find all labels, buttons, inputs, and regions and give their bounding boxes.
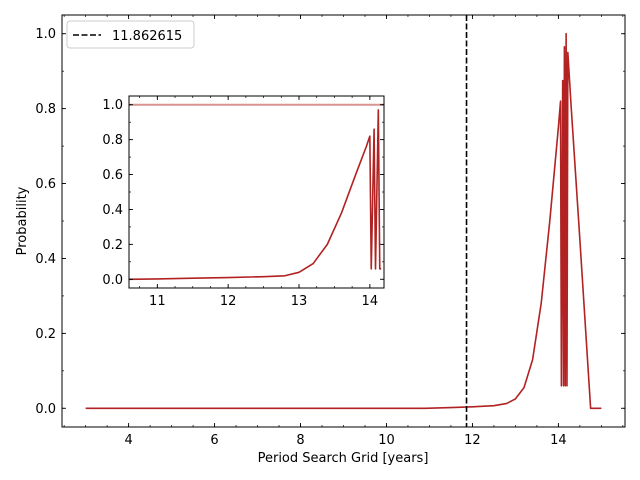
main-x-tick-label: 14 [550,433,567,448]
main-x-tick-label: 12 [464,433,481,448]
inset-axes: 11 12 13 14 0.0 0.2 0.4 0.6 0.8 1.0 [102,95,385,309]
inset-x-tick-label: 13 [291,294,308,309]
inset-x-tick-label: 11 [149,294,166,309]
inset-series-line-0 [129,109,382,281]
legend-box [66,20,195,49]
legend: 11.862615 [66,20,195,49]
main-y-ticks: 0.0 0.2 0.4 0.6 0.8 1.0 [35,27,625,417]
main-axes: 4 6 8 10 12 14 0.0 0.2 0.4 0.6 0.8 1.0 Period Sear… [15,14,626,466]
legend-entry-label: 11.862615 [112,29,182,44]
main-x-tick-label: 8 [296,433,304,448]
main-series-group [85,32,602,410]
inset-x-ticks: 11 12 13 14 [139,96,379,309]
main-y-tick-label: 1.0 [35,27,56,42]
main-x-ticks: 4 6 8 10 12 14 [63,15,624,448]
main-y-tick-label: 0.8 [35,102,56,117]
main-x-axis-label: Period Search Grid [years] [258,451,429,466]
main-series-line-0 [85,32,602,410]
inset-y-tick-label: 0.0 [102,273,123,288]
inset-y-tick-label: 1.0 [102,98,123,113]
inset-y-tick-label: 0.4 [102,203,123,218]
inset-plot-area [129,103,384,281]
main-plot-area [85,15,602,427]
main-y-tick-label: 0.2 [35,327,56,342]
main-x-tick-label: 10 [378,433,395,448]
main-y-tick-label: 0.6 [35,177,56,192]
main-x-tick-label: 4 [124,433,132,448]
main-y-tick-label: 0.0 [35,402,56,417]
main-y-tick-label: 0.4 [35,252,56,267]
inset-series-group [129,103,384,281]
inset-y-tick-label: 0.2 [102,238,123,253]
inset-y-tick-label: 0.8 [102,133,123,148]
inset-x-tick-label: 14 [362,294,379,309]
inset-background [129,96,384,288]
inset-y-ticks: 0.0 0.2 0.4 0.6 0.8 1.0 [102,98,384,288]
main-y-axis-label: Probability [15,186,30,255]
main-x-tick-label: 6 [210,433,218,448]
inset-x-tick-label: 12 [220,294,237,309]
inset-y-tick-label: 0.6 [102,168,123,183]
